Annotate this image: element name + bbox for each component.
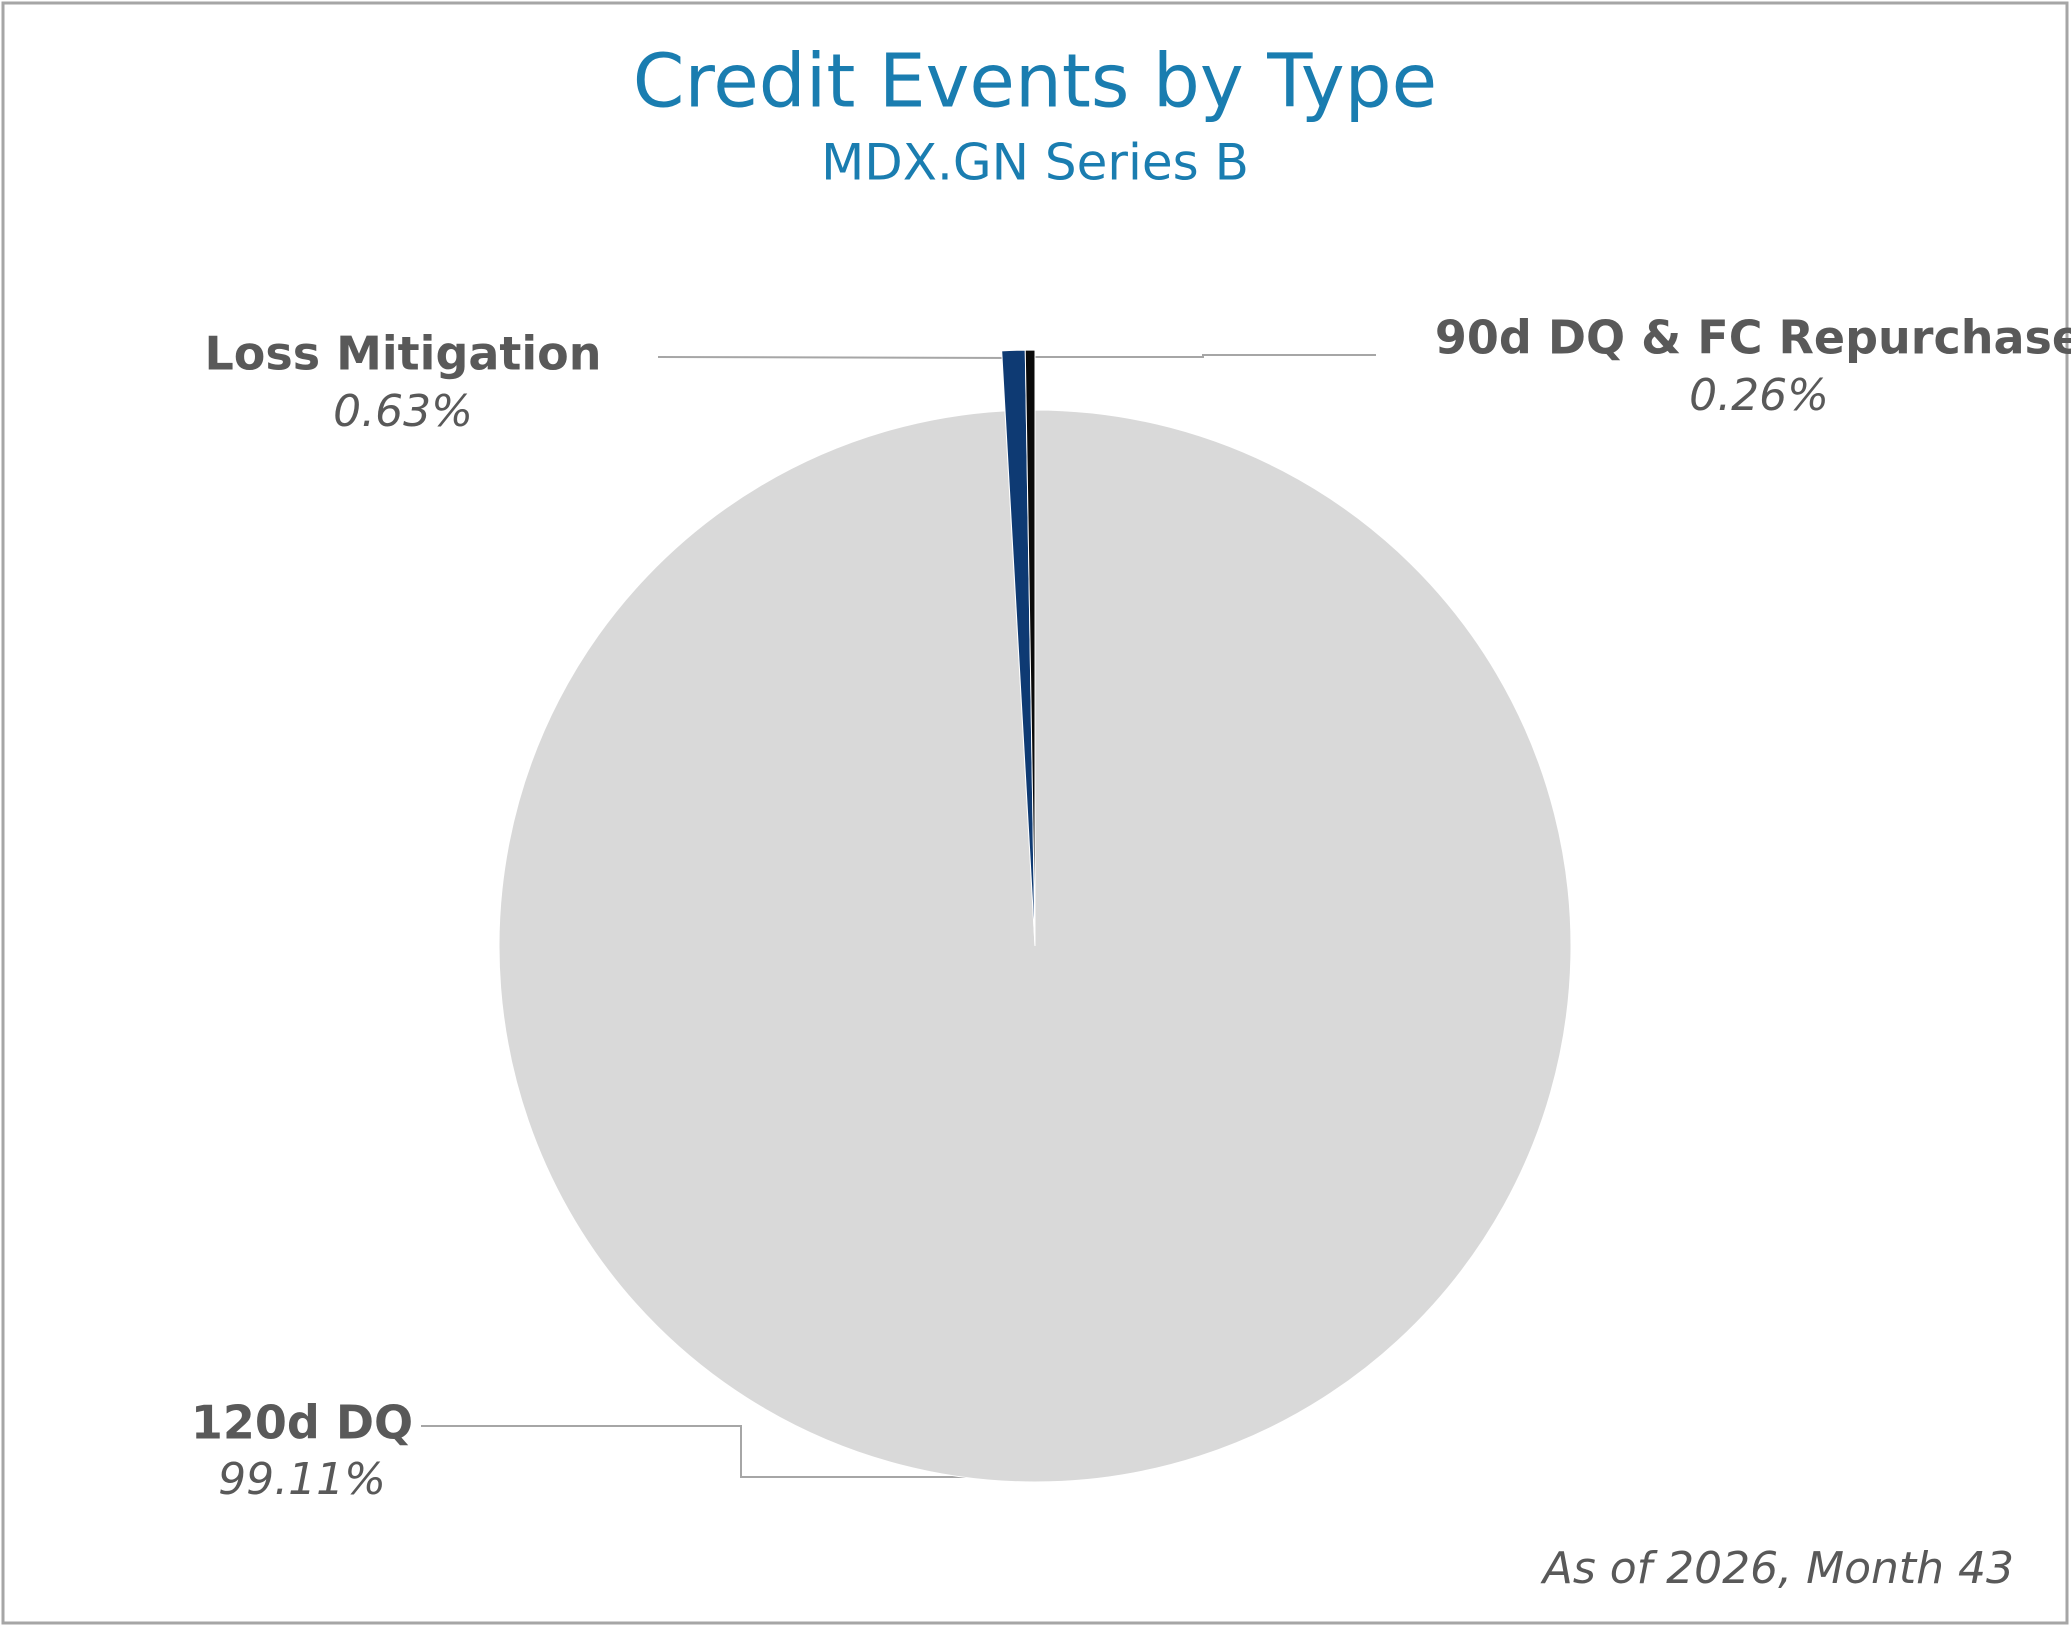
leader-line [657, 356, 1019, 359]
slice-value-label: 0.26% [1689, 370, 1829, 421]
leader-line [421, 1425, 1062, 1478]
leader-line [1032, 354, 1376, 358]
slice-label: 120d DQ [191, 1396, 413, 1450]
slice-value-label: 99.11% [218, 1454, 386, 1505]
slice-value-label: 0.63% [333, 386, 473, 437]
chart-subtitle: MDX.GN Series B [821, 134, 1249, 192]
slice-label: Loss Mitigation [204, 327, 601, 381]
slice-label: 90d DQ & FC Repurchase [1435, 311, 2071, 365]
chart-title: Credit Events by Type [633, 39, 1437, 125]
footnote: As of 2026, Month 43 [1540, 1543, 2014, 1594]
pie-slice [1024, 349, 1036, 947]
